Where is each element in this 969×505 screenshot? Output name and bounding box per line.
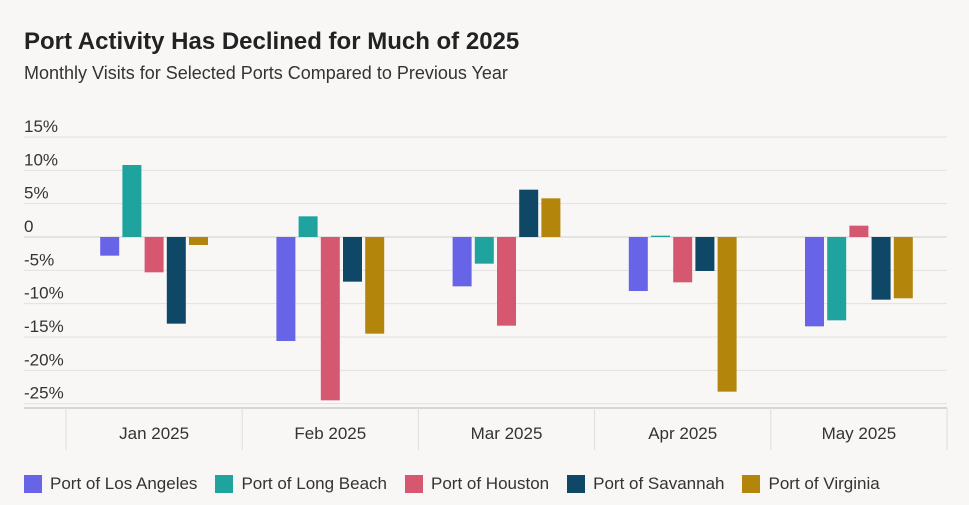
bar (827, 237, 847, 321)
y-tick-label: -5% (24, 250, 54, 269)
bar (519, 189, 539, 237)
y-tick-label: 15% (24, 117, 58, 136)
legend-label: Port of Savannah (593, 474, 725, 493)
y-tick-label: 5% (24, 184, 49, 203)
x-tick-label: Feb 2025 (294, 424, 366, 443)
legend-label: Port of Houston (430, 474, 550, 493)
legend-swatch (215, 475, 234, 493)
bar (320, 237, 340, 401)
bar (628, 237, 648, 291)
x-tick-label: May 2025 (822, 424, 897, 443)
legend-item: Port of Los Angeles (24, 474, 197, 494)
x-tick-label: Mar 2025 (471, 424, 543, 443)
bar (497, 237, 516, 326)
bar (298, 216, 318, 237)
bar (144, 237, 164, 273)
legend-item: Port of Long Beach (215, 474, 387, 494)
bar-chart: 15% 10% 5% 0 -5% -10% -15% -20% -25% Jan 2025 Feb … (24, 117, 948, 450)
y-tick-label: -20% (24, 350, 64, 369)
bar (474, 237, 494, 264)
y-tick-label: -15% (24, 317, 64, 336)
axis-layer: 15% 10% 5% 0 -5% -10% -15% -20% -25% Jan 2025 Feb … (24, 117, 948, 450)
legend-swatch (24, 475, 42, 493)
legend-swatch (567, 475, 586, 493)
chart-title: Port Activity Has Declined for Much of 2… (24, 28, 520, 55)
y-tick-label: 0 (24, 217, 33, 236)
y-tick-label: -25% (24, 384, 64, 403)
chart-subtitle: Monthly Visits for Selected Ports Compar… (24, 63, 508, 83)
bar (871, 237, 891, 300)
legend-label: Port of Long Beach (241, 474, 387, 493)
legend-item: Port of Savannah (567, 474, 724, 494)
bar (673, 237, 693, 283)
bar (100, 237, 120, 256)
y-tick-label: 10% (24, 150, 58, 169)
bar (695, 237, 715, 271)
bar (365, 237, 385, 334)
x-tick-label: Apr 2025 (648, 424, 717, 443)
legend-label: Port of Los Angeles (50, 474, 198, 493)
bar (122, 165, 142, 237)
bar (541, 198, 561, 237)
legend-item: Port of Houston (404, 474, 550, 494)
bar (343, 237, 362, 282)
bar (276, 237, 296, 341)
bar (452, 237, 472, 287)
bar (849, 225, 869, 237)
bar (805, 237, 824, 327)
bar (189, 237, 208, 245)
legend-label: Port of Virginia (768, 474, 880, 493)
legend: Port of Los Angeles Port of Long Beach Por… (24, 474, 898, 494)
legend-swatch (404, 475, 423, 493)
y-tick-label: -10% (24, 284, 64, 303)
x-tick-label: Jan 2025 (119, 424, 189, 443)
legend-swatch (742, 475, 761, 493)
bar (166, 237, 186, 324)
bar (893, 237, 913, 299)
bar (717, 237, 737, 392)
legend-item: Port of Virginia (742, 474, 880, 494)
bar-layer (100, 165, 913, 401)
bar (651, 235, 670, 237)
